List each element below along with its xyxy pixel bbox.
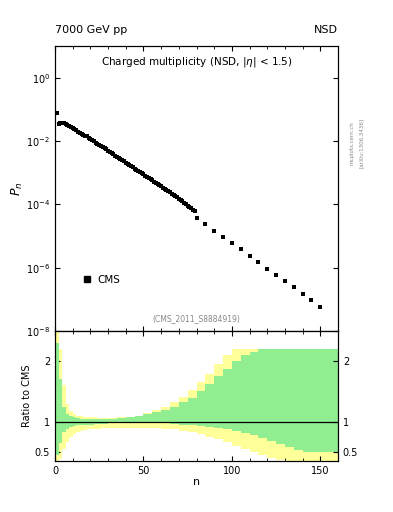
Y-axis label: $P_n$: $P_n$	[9, 181, 25, 196]
Legend: CMS: CMS	[77, 271, 124, 289]
Y-axis label: Ratio to CMS: Ratio to CMS	[22, 365, 32, 427]
Text: 7000 GeV pp: 7000 GeV pp	[55, 25, 127, 35]
Text: (CMS_2011_S8884919): (CMS_2011_S8884919)	[152, 314, 241, 323]
Text: [arXiv:1306.3436]: [arXiv:1306.3436]	[359, 118, 364, 168]
X-axis label: n: n	[193, 477, 200, 487]
Text: mcplots.cern.ch: mcplots.cern.ch	[349, 121, 354, 165]
Text: Charged multiplicity (NSD, $|\eta|$ < 1.5): Charged multiplicity (NSD, $|\eta|$ < 1.…	[101, 55, 292, 69]
Text: NSD: NSD	[314, 25, 338, 35]
